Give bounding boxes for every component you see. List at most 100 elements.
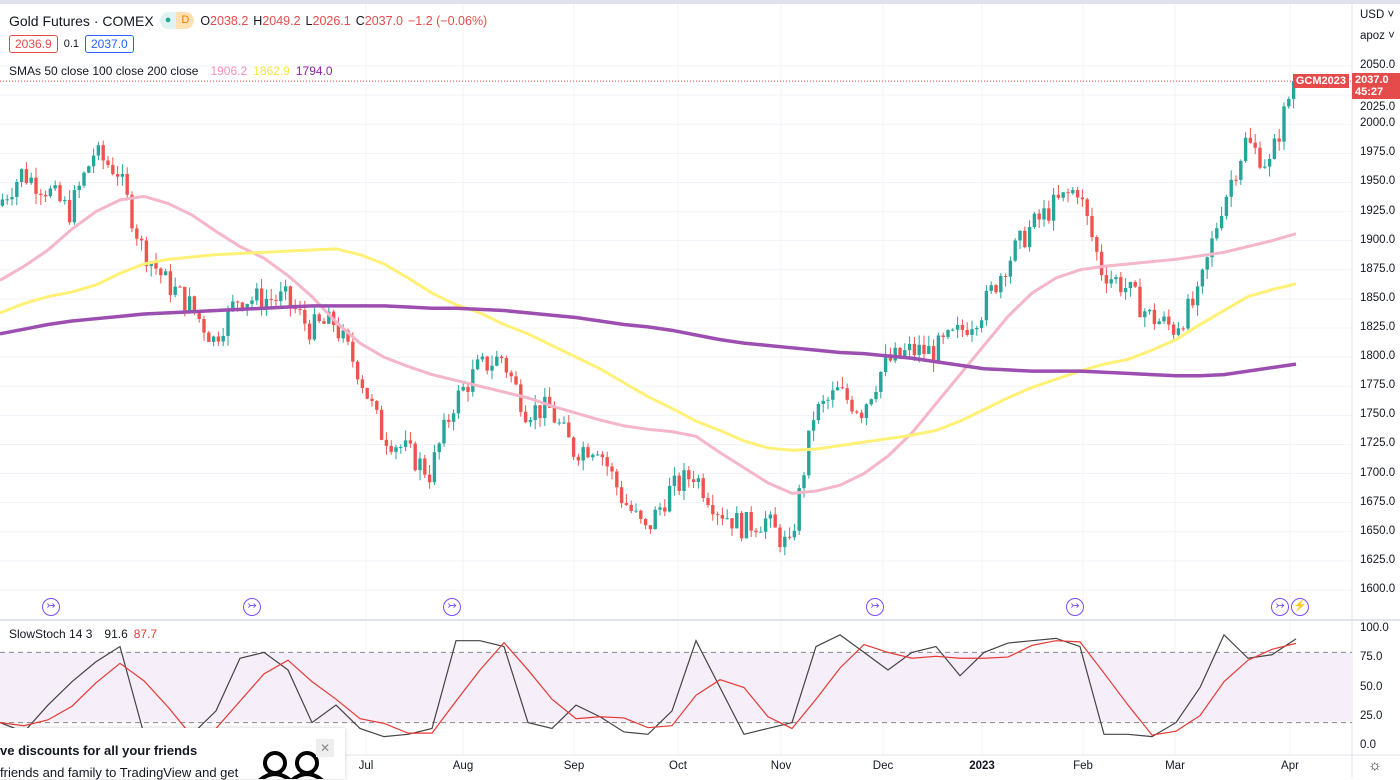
spread: 0.1 — [63, 38, 79, 50]
candle-body — [850, 399, 854, 412]
candle-body — [629, 504, 633, 511]
candle-body — [211, 336, 216, 342]
candle-body — [1109, 279, 1113, 284]
candle-body — [255, 288, 259, 301]
event-icon[interactable]: ↣ — [1066, 598, 1084, 616]
candle-body — [989, 285, 993, 291]
candle-body — [442, 419, 446, 444]
candle-body — [586, 447, 590, 458]
interval-badge: D — [176, 12, 195, 29]
time-tick-label: Nov — [770, 760, 792, 772]
buy-button[interactable]: 2037.0 — [85, 35, 134, 53]
candle-body — [984, 290, 989, 321]
price-tick-label: 1625.0 — [1360, 553, 1396, 566]
settings-icon[interactable]: ☼ — [1368, 757, 1382, 774]
candle-body — [221, 335, 225, 342]
candle-body — [96, 145, 101, 156]
candle-body — [528, 420, 533, 423]
candle-body — [658, 507, 662, 510]
symbol-title[interactable]: Gold Futures · COMEX — [9, 12, 154, 29]
candle-body — [687, 470, 691, 480]
price-tick-label: 2050.0 — [1360, 59, 1396, 72]
candle-body — [1200, 269, 1205, 287]
candle-body — [1099, 251, 1104, 276]
popup-close-button[interactable]: ✕ — [316, 739, 334, 757]
candle-body — [912, 343, 917, 356]
candle-body — [898, 347, 902, 357]
candle-body — [509, 372, 513, 377]
candle-body — [53, 185, 57, 189]
bid-ask: 2036.9 0.1 2037.0 — [9, 35, 134, 53]
sma-legend[interactable]: SMAs 50 close 100 close 200 close 1906.2… — [9, 64, 333, 78]
candle-body — [173, 286, 177, 295]
stoch-legend[interactable]: SlowStoch 14 3 91.6 87.7 — [9, 627, 157, 641]
candle-body — [283, 286, 288, 292]
candle-body — [941, 335, 945, 337]
candle-body — [951, 329, 955, 331]
candle-body — [144, 240, 149, 267]
lightning-icon[interactable]: ⚡ — [1291, 598, 1309, 616]
candle-body — [533, 405, 537, 421]
last-price-tag: 2037.0 45:27 — [1352, 73, 1400, 99]
candle-body — [34, 177, 38, 194]
candle-body — [595, 454, 600, 456]
time-tick-label: Mar — [1165, 760, 1185, 772]
candle-body — [106, 160, 110, 166]
candle-body — [711, 505, 715, 515]
candle-body — [605, 457, 609, 467]
sell-button[interactable]: 2036.9 — [9, 35, 58, 53]
candle-body — [87, 166, 91, 173]
scale-select[interactable]: apoz ˅ — [1360, 30, 1395, 42]
candle-body — [1248, 137, 1253, 143]
candle-body — [135, 228, 139, 239]
stoch-label: SlowStoch 14 3 — [9, 627, 93, 641]
candle-body — [418, 458, 422, 471]
event-icon[interactable]: ↣ — [42, 598, 60, 616]
event-icon[interactable]: ↣ — [866, 598, 884, 616]
candle-body — [1291, 81, 1296, 99]
sma200-line — [0, 304, 1297, 378]
candle-body — [927, 346, 931, 354]
price-tick-label: 1600.0 — [1360, 583, 1396, 595]
candle-body — [451, 413, 456, 422]
candle-body — [720, 514, 725, 519]
candle-body — [571, 437, 576, 457]
candle-body — [192, 296, 197, 312]
candle-body — [389, 445, 393, 452]
candle-body — [187, 296, 192, 311]
candle-body — [672, 475, 677, 486]
candle-body — [682, 470, 686, 491]
candle-body — [797, 488, 801, 531]
candle-body — [1013, 240, 1017, 261]
sma50-value: 1906.2 — [210, 64, 248, 78]
candle-body — [802, 475, 806, 489]
event-icon[interactable]: ↣ — [243, 598, 261, 616]
time-tick-label: Sep — [563, 760, 585, 772]
candle-body — [264, 298, 269, 309]
event-icon[interactable]: ↣ — [1271, 598, 1289, 616]
candle-body — [1051, 194, 1056, 221]
candle-body — [1234, 179, 1238, 181]
candle-body — [5, 199, 9, 201]
candle-body — [869, 399, 873, 405]
candle-body — [763, 518, 768, 532]
candle-body — [1224, 196, 1229, 216]
candle-body — [1176, 328, 1181, 335]
market-status[interactable]: ● D — [159, 12, 195, 29]
candle-body — [303, 309, 307, 324]
event-icon[interactable]: ↣ — [443, 598, 461, 616]
candle-body — [543, 396, 547, 419]
candle-body — [207, 332, 211, 342]
candle-body — [619, 487, 624, 504]
candle-body — [111, 165, 115, 175]
candle-body — [1071, 189, 1075, 194]
candle-body — [1167, 316, 1171, 325]
candle-body — [197, 311, 201, 319]
currency-select[interactable]: USD ˅ — [1360, 9, 1395, 21]
candle-body — [970, 329, 974, 335]
candle-body — [269, 298, 273, 300]
candle-body — [408, 440, 413, 444]
candle-body — [557, 422, 561, 424]
candle-body — [327, 311, 331, 324]
